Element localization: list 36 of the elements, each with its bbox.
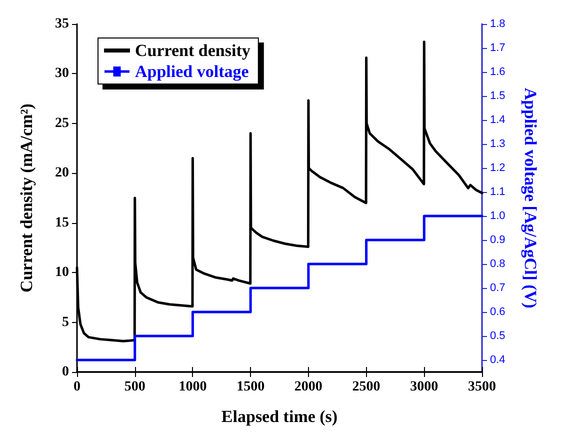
y-tick-label: 35 xyxy=(55,16,69,32)
y-tick-label: 30 xyxy=(55,66,69,82)
y2-tick-label: 1.1 xyxy=(490,186,506,198)
x-tick-label: 2000 xyxy=(294,380,322,394)
y2-tick-label: 1.8 xyxy=(490,18,506,30)
x-tick-label: 2500 xyxy=(352,380,380,394)
y-tick-label: 0 xyxy=(62,364,69,380)
x-tick-label: 3500 xyxy=(468,380,496,394)
y-tick-label: 10 xyxy=(55,265,69,280)
legend-label: Applied voltage xyxy=(135,62,250,81)
y-tick-label: 25 xyxy=(55,116,69,131)
x-axis-title: Elapsed time (s) xyxy=(221,407,338,426)
y2-tick-label: 0.7 xyxy=(490,282,506,294)
y2-tick-label: 1.3 xyxy=(490,138,506,150)
y-tick-label: 20 xyxy=(55,166,69,181)
y-tick-label: 5 xyxy=(62,314,69,330)
x-tick-label: 500 xyxy=(124,380,146,394)
y2-tick-label: 0.5 xyxy=(490,330,506,342)
y2-axis-title: Applied voltage [Ag/AgCl] (V) xyxy=(521,88,540,308)
y2-tick-label: 0.6 xyxy=(490,306,506,318)
y2-tick-label: 1.2 xyxy=(490,162,506,174)
y2-tick-label: 0.8 xyxy=(490,258,506,270)
y-tick-label: 15 xyxy=(55,215,69,230)
y2-tick-label: 1.4 xyxy=(490,114,506,126)
y2-tick-label: 0.9 xyxy=(490,234,506,246)
y2-tick-label: 1.7 xyxy=(490,42,506,54)
y2-tick-label: 0.4 xyxy=(490,354,506,366)
y2-tick-label: 1.0 xyxy=(490,210,506,222)
x-tick-label: 3000 xyxy=(410,380,438,394)
legend-label: Current density xyxy=(135,41,251,60)
y-axis-title: Current density (mA/cm²) xyxy=(17,104,36,292)
y2-tick-label: 1.6 xyxy=(490,66,506,78)
y2-tick-label: 1.5 xyxy=(490,90,506,102)
x-tick-label: 1500 xyxy=(236,380,265,394)
x-tick-label: 0 xyxy=(74,380,80,394)
x-tick-label: 1000 xyxy=(178,380,207,394)
